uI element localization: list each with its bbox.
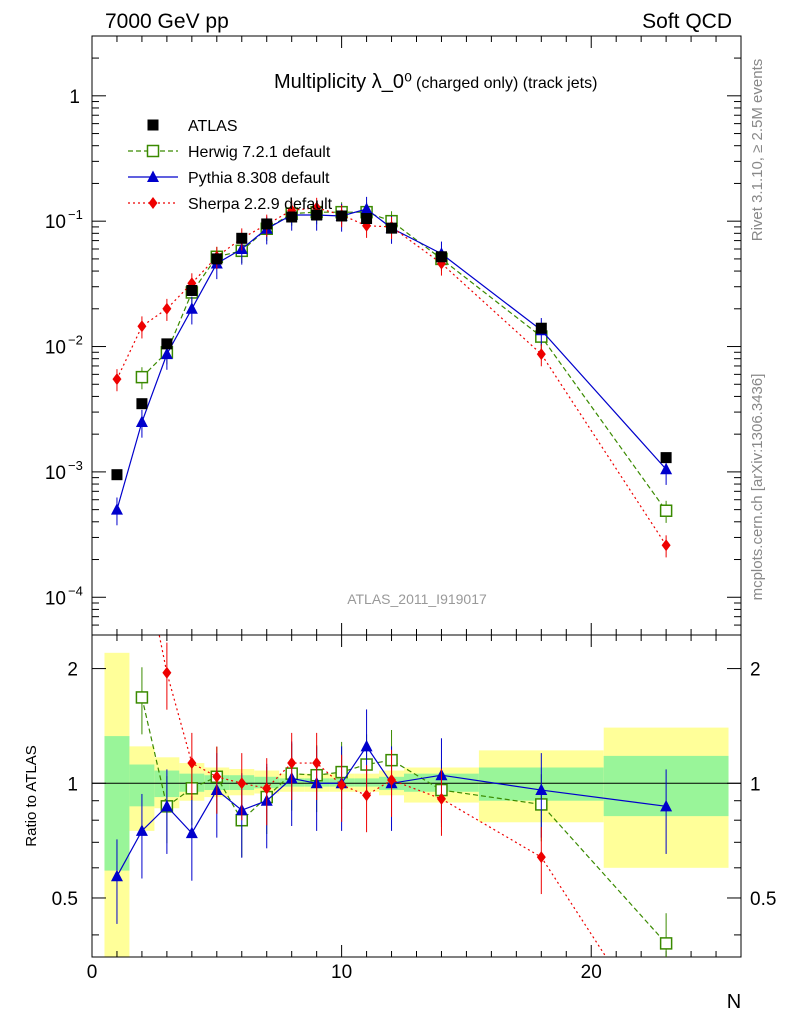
legend-label-pythia: Pythia 8.308 default	[188, 170, 330, 187]
legend-marker-herwig	[146, 144, 160, 158]
legend-item-atlas: ATLAS	[147, 118, 238, 135]
ratio-point-pythia	[660, 799, 673, 812]
y-tick-label: 10	[45, 212, 66, 233]
data-point-herwig	[135, 370, 149, 384]
header-left: 7000 GeV pp	[105, 10, 229, 33]
ratio-point-sherpa	[212, 770, 222, 783]
legend-marker-atlas	[147, 119, 159, 131]
data-point-atlas	[161, 338, 173, 350]
ratio-y-tick-label-right: 1	[750, 774, 761, 795]
ratio-point-herwig	[659, 937, 673, 950]
series-line-sherpa	[116, 207, 667, 546]
legend-label-herwig: Herwig 7.2.1 default	[188, 144, 331, 161]
ratio-point-sherpa	[237, 777, 247, 790]
ratio-point-sherpa	[362, 789, 372, 802]
series-atlas	[111, 209, 672, 481]
y-tick-label: 10	[45, 588, 66, 609]
series-line-pythia	[116, 208, 667, 510]
data-point-atlas	[311, 209, 323, 221]
legend-label-sherpa: Sherpa 2.2.9 default	[188, 196, 333, 213]
data-point-pythia	[110, 503, 123, 515]
ratio-point-sherpa	[287, 757, 297, 770]
data-point-atlas	[386, 222, 398, 234]
side-label-mcplots: mcplots.cern.ch [arXiv:1306.3436]	[749, 374, 766, 601]
ratio-point-sherpa	[187, 757, 197, 770]
data-point-atlas	[136, 398, 148, 410]
x-tick-label: 0	[87, 962, 98, 983]
x-axis-label: N	[727, 991, 741, 1013]
y-tick-label: 1	[69, 87, 80, 108]
data-point-pythia	[185, 302, 198, 314]
data-point-atlas	[286, 211, 298, 223]
y-tick-exponent: −2	[68, 333, 83, 348]
data-point-sherpa	[162, 302, 172, 315]
data-point-atlas	[236, 232, 248, 244]
ratio-point-sherpa	[536, 851, 546, 864]
data-point-atlas	[211, 253, 223, 265]
ratio-point-sherpa	[387, 774, 397, 787]
series-herwig	[135, 202, 673, 957]
ratio-point-pythia	[110, 869, 123, 882]
side-label-rivet: Rivet 3.1.10, ≥ 2.5M events	[749, 59, 766, 242]
x-tick-label: 20	[581, 962, 602, 983]
y-tick-exponent: −3	[68, 458, 83, 473]
header-right: Soft QCD	[642, 10, 732, 33]
ratio-point-sherpa	[162, 666, 172, 679]
data-point-atlas	[361, 213, 373, 225]
y-tick-exponent: −4	[68, 583, 83, 598]
ratio-point-pythia	[360, 739, 373, 752]
data-point-atlas	[336, 210, 348, 222]
ratio-point-pythia	[135, 824, 148, 836]
series-group	[110, 196, 673, 957]
data-point-sherpa	[661, 539, 671, 552]
ratio-y-tick-label: 2	[67, 660, 78, 681]
ratio-y-tick-label-right: 2	[750, 660, 761, 681]
data-point-atlas	[186, 284, 198, 296]
legend-item-sherpa: Sherpa 2.2.9 default	[128, 196, 333, 213]
ratio-point-pythia	[535, 783, 548, 796]
legend-marker-sherpa	[148, 197, 158, 209]
ratio-axis-label: Ratio to ATLAS	[23, 745, 40, 846]
ratio-point-sherpa	[262, 782, 272, 795]
ratio-point-sherpa	[436, 792, 446, 805]
ratio-y-tick-label: 1	[67, 774, 78, 795]
data-point-atlas	[535, 322, 547, 334]
ratio-point-pythia	[185, 826, 198, 839]
ratio-point-pythia	[160, 799, 173, 812]
data-point-pythia	[660, 462, 673, 475]
legend-item-herwig: Herwig 7.2.1 default	[128, 144, 331, 161]
analysis-label: ATLAS_2011_I919017	[347, 591, 487, 607]
ratio-band-group	[104, 652, 729, 957]
legend-label-atlas: ATLAS	[188, 118, 238, 135]
data-point-pythia	[135, 415, 148, 428]
y-tick-label: 10	[45, 338, 66, 359]
data-point-sherpa	[137, 320, 147, 333]
data-point-atlas	[435, 251, 447, 263]
ratio-point-sherpa	[312, 757, 322, 770]
chart-title: Multiplicity λ_0⁰	[274, 71, 412, 93]
legend: ATLAS Herwig 7.2.1 default Pythia 8.308 de…	[128, 118, 333, 213]
y-tick-exponent: −1	[68, 207, 83, 222]
series-sherpa	[112, 197, 671, 957]
chart-title-suffix: (charged only) (track jets)	[416, 75, 597, 92]
ratio-y-tick-label-right: 0.5	[750, 889, 776, 910]
legend-item-pythia: Pythia 8.308 default	[128, 170, 330, 187]
data-point-herwig	[659, 504, 673, 517]
x-tick-label: 10	[331, 962, 352, 983]
data-point-pythia	[360, 202, 373, 215]
ratio-point-sherpa	[337, 778, 347, 791]
ratio-y-tick-label: 0.5	[52, 889, 78, 910]
y-tick-label: 10	[45, 463, 66, 484]
legend-marker-pythia	[147, 170, 159, 182]
data-point-sherpa	[112, 373, 122, 386]
data-point-atlas	[261, 218, 273, 230]
data-point-pythia	[160, 347, 173, 360]
data-point-atlas	[660, 452, 672, 464]
data-point-sherpa	[536, 348, 546, 361]
ratio-point-herwig	[135, 691, 149, 704]
data-point-atlas	[111, 469, 123, 481]
